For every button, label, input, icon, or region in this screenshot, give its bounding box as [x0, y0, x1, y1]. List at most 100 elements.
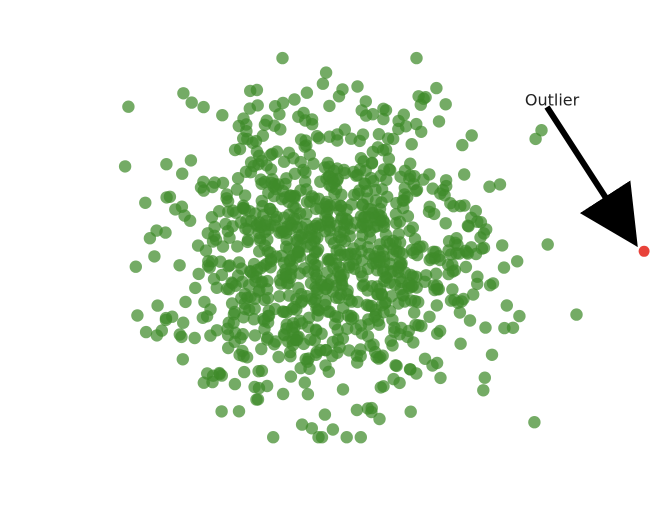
- main-point: [284, 189, 297, 202]
- main-point: [397, 289, 410, 302]
- main-point: [290, 233, 303, 247]
- main-point: [189, 281, 202, 295]
- main-point: [434, 371, 447, 385]
- main-point: [390, 359, 403, 373]
- main-point: [241, 132, 254, 146]
- main-point: [183, 214, 197, 227]
- main-point: [192, 267, 205, 281]
- main-point: [506, 321, 520, 334]
- main-point: [357, 278, 371, 291]
- main-point: [326, 349, 339, 363]
- main-point: [282, 289, 296, 302]
- main-point: [160, 158, 173, 171]
- main-point: [541, 238, 554, 251]
- main-point: [222, 316, 235, 329]
- main-point: [456, 138, 469, 152]
- main-point: [450, 232, 463, 245]
- main-point: [410, 183, 424, 196]
- main-point: [311, 231, 324, 244]
- main-point: [300, 218, 313, 231]
- main-point: [247, 313, 261, 326]
- main-point: [356, 217, 369, 231]
- main-point: [264, 163, 278, 176]
- main-point: [301, 388, 315, 401]
- main-point: [201, 227, 214, 240]
- main-point: [276, 387, 290, 401]
- main-point: [365, 156, 379, 169]
- main-point: [471, 277, 484, 291]
- main-point: [319, 66, 333, 79]
- main-point: [129, 260, 142, 273]
- main-point: [206, 375, 219, 389]
- main-point: [397, 194, 411, 207]
- main-point: [325, 273, 338, 286]
- main-point: [148, 250, 161, 263]
- main-point: [319, 359, 332, 372]
- main-point: [351, 187, 365, 200]
- main-point: [232, 256, 246, 269]
- main-point: [287, 200, 300, 214]
- main-point: [381, 132, 395, 145]
- main-point: [438, 189, 451, 202]
- main-point: [176, 353, 189, 366]
- main-point: [528, 416, 541, 429]
- main-point: [196, 311, 209, 324]
- main-point: [248, 302, 261, 315]
- main-point: [471, 215, 484, 228]
- main-point: [197, 184, 210, 197]
- main-point: [570, 308, 583, 321]
- main-point: [268, 213, 282, 226]
- main-point: [415, 125, 428, 138]
- main-point: [410, 51, 423, 65]
- main-point: [354, 152, 368, 165]
- main-point: [329, 198, 342, 212]
- main-point: [430, 356, 444, 370]
- main-point: [431, 283, 444, 296]
- main-point: [330, 219, 343, 232]
- main-point: [477, 384, 490, 397]
- main-point: [244, 84, 257, 98]
- main-point: [173, 259, 186, 272]
- main-point: [273, 108, 286, 121]
- main-point: [208, 176, 221, 189]
- outlier-label: Outlier: [525, 91, 580, 110]
- main-point: [459, 260, 473, 274]
- main-point: [288, 167, 302, 180]
- main-point: [216, 109, 229, 122]
- main-point: [275, 225, 288, 239]
- main-point: [373, 255, 386, 268]
- main-point: [252, 381, 266, 395]
- main-point: [377, 244, 390, 257]
- main-point: [267, 180, 280, 193]
- main-point: [310, 245, 323, 259]
- main-point: [293, 246, 306, 259]
- main-point: [251, 393, 265, 406]
- main-point: [359, 177, 372, 191]
- main-point: [433, 253, 447, 267]
- main-point: [243, 102, 256, 115]
- main-point: [159, 226, 172, 239]
- main-point: [308, 258, 321, 271]
- main-point: [177, 87, 190, 100]
- main-point: [460, 246, 474, 259]
- main-point: [347, 311, 360, 324]
- main-point: [401, 210, 415, 223]
- main-point: [392, 261, 405, 274]
- main-point: [388, 278, 402, 291]
- main-point: [252, 226, 265, 240]
- main-point: [336, 83, 349, 96]
- main-point: [236, 328, 250, 341]
- main-point: [511, 255, 524, 268]
- main-point: [302, 320, 315, 334]
- main-point: [258, 322, 271, 336]
- main-point: [370, 350, 383, 364]
- main-point: [232, 405, 246, 418]
- main-point: [150, 329, 164, 342]
- main-point: [298, 376, 311, 389]
- main-point: [496, 239, 509, 252]
- main-point: [373, 412, 386, 426]
- main-point: [321, 253, 334, 266]
- main-point: [294, 133, 308, 146]
- main-point: [319, 282, 332, 296]
- main-point: [356, 229, 369, 242]
